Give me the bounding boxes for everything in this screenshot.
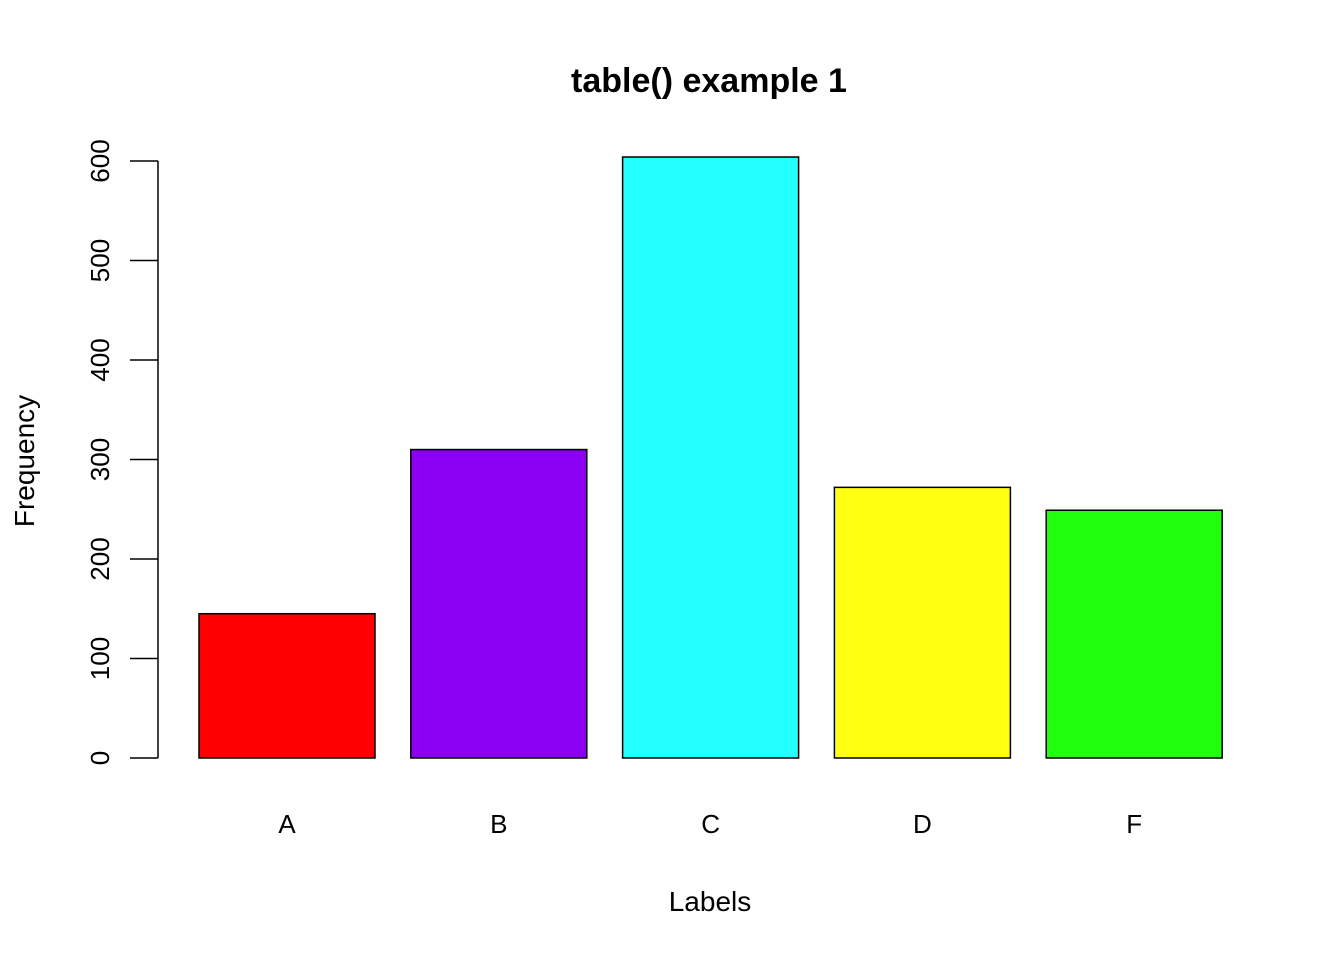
x-axis-title: Labels — [669, 886, 752, 917]
bar-C — [621, 156, 800, 759]
bar-F — [1045, 509, 1223, 759]
y-axis: 0 100 200 300 400 500 600 — [85, 139, 159, 765]
x-tick-label-F: F — [1126, 809, 1142, 839]
bars-group — [198, 156, 1223, 759]
y-tick-label: 100 — [85, 637, 115, 680]
y-tick-label: 200 — [85, 537, 115, 580]
y-tick-label: 300 — [85, 438, 115, 481]
y-tick-label: 600 — [85, 139, 115, 182]
x-tick-label-A: A — [278, 809, 296, 839]
y-tick-label: 0 — [85, 751, 115, 765]
x-tick-label-B: B — [490, 809, 507, 839]
y-tick-label: 500 — [85, 239, 115, 282]
bar-A — [198, 612, 376, 759]
x-tick-label-C: C — [701, 809, 720, 839]
bar-B — [410, 448, 588, 759]
y-axis-title: Frequency — [9, 395, 40, 527]
x-tick-label-D: D — [913, 809, 932, 839]
chart-title: table() example 1 — [571, 62, 847, 100]
y-tick-label: 400 — [85, 338, 115, 381]
bar-D — [833, 486, 1012, 759]
